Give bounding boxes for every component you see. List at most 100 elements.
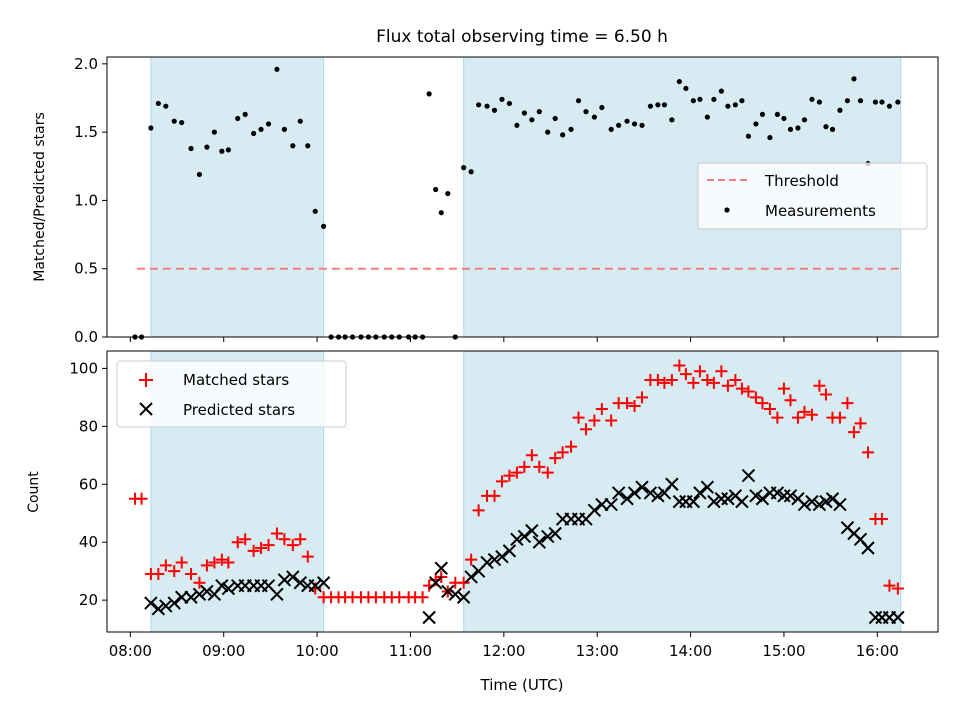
- data-point-predicted-stars: [441, 584, 455, 599]
- data-point-matched-stars: [784, 394, 797, 407]
- data-point-matched-stars: [556, 446, 569, 459]
- data-point-predicted-stars: [221, 581, 236, 596]
- data-point-measurements: [235, 115, 241, 122]
- data-point-matched-stars: [255, 541, 268, 554]
- data-point-matched-stars: [636, 391, 649, 404]
- data-point-matched-stars: [193, 576, 206, 589]
- data-point-matched-stars: [301, 550, 314, 563]
- data-point-predicted-stars: [144, 596, 158, 610]
- data-point-predicted-stars: [159, 599, 173, 613]
- data-point-matched-stars: [533, 460, 546, 473]
- data-point-matched-stars: [175, 556, 188, 569]
- data-point-measurements: [163, 103, 169, 109]
- x-tick-label: 10:00: [295, 642, 338, 660]
- data-point-predicted-stars: [480, 555, 494, 570]
- data-point-measurements: [774, 111, 781, 117]
- data-point-predicted-stars: [735, 494, 749, 509]
- data-point-measurements: [895, 99, 901, 105]
- data-point-matched-stars: [572, 411, 585, 424]
- y-tick-label: 0.0: [74, 328, 98, 346]
- data-point-predicted-stars: [502, 544, 517, 558]
- top-legend-box: [697, 162, 928, 230]
- data-point-matched-stars: [841, 397, 854, 410]
- data-point-predicted-stars: [548, 526, 562, 541]
- data-point-measurements: [545, 129, 551, 135]
- data-point-measurements: [484, 103, 490, 109]
- data-point-predicted-stars: [434, 561, 448, 575]
- data-point-measurements: [608, 126, 614, 132]
- data-point-predicted-stars: [308, 578, 322, 593]
- data-point-measurements: [781, 115, 787, 122]
- observing-window-1: [463, 350, 902, 633]
- data-point-predicted-stars: [700, 480, 715, 494]
- data-point-matched-stars: [215, 553, 228, 566]
- data-point-matched-stars: [286, 539, 299, 552]
- data-point-matched-stars: [270, 527, 283, 540]
- data-point-measurements: [536, 109, 542, 115]
- data-point-matched-stars: [588, 414, 601, 427]
- data-point-measurements: [767, 134, 773, 141]
- data-point-measurements: [445, 190, 451, 197]
- data-point-predicted-stars: [215, 578, 229, 593]
- data-point-predicted-stars: [184, 590, 198, 604]
- x-tick-label: 08:00: [109, 642, 152, 660]
- legend-matched-marker: [139, 373, 153, 387]
- data-point-matched-stars: [861, 446, 874, 459]
- data-point-measurements: [851, 76, 857, 82]
- data-point-matched-stars: [457, 576, 470, 589]
- data-point-predicted-stars: [448, 587, 462, 602]
- data-point-matched-stars: [819, 388, 832, 401]
- data-point-measurements: [837, 107, 843, 113]
- data-point-predicted-stars: [721, 492, 735, 506]
- data-point-measurements: [655, 102, 661, 108]
- data-point-predicted-stars: [587, 503, 602, 518]
- data-point-matched-stars: [805, 408, 818, 421]
- x-tick-label: 13:00: [576, 642, 619, 660]
- data-point-matched-stars: [628, 400, 641, 413]
- data-point-measurements: [250, 130, 257, 137]
- data-point-measurements: [148, 125, 154, 131]
- y-tick-label: 1.5: [74, 123, 98, 141]
- data-point-matched-stars: [847, 426, 860, 439]
- data-point-matched-stars: [673, 359, 686, 372]
- data-point-matched-stars: [715, 365, 728, 378]
- data-point-matched-stars: [707, 376, 720, 389]
- data-point-matched-stars: [278, 533, 291, 546]
- data-point-matched-stars: [605, 414, 618, 427]
- data-point-matched-stars: [791, 411, 804, 424]
- x-tick-label: 16:00: [856, 642, 899, 660]
- data-point-matched-stars: [503, 469, 516, 482]
- data-point-measurements: [823, 124, 829, 130]
- data-point-predicted-stars: [487, 552, 502, 567]
- data-point-measurements: [591, 114, 597, 120]
- data-point-predicted-stars: [604, 497, 618, 512]
- data-point-predicted-stars: [741, 468, 756, 483]
- data-point-predicted-stars: [611, 486, 626, 500]
- data-point-predicted-stars: [643, 486, 658, 500]
- data-point-predicted-stars: [316, 576, 331, 590]
- data-point-measurements: [886, 103, 893, 109]
- y-tick-label: 0.5: [74, 260, 98, 278]
- legend-threshold-label: Threshold: [764, 172, 839, 190]
- data-point-measurements: [265, 121, 272, 127]
- data-point-matched-stars: [472, 504, 485, 517]
- data-point-matched-stars: [721, 379, 734, 392]
- y-tick-label: 2.0: [74, 55, 98, 73]
- data-point-predicted-stars: [783, 489, 798, 503]
- data-point-measurements: [312, 208, 318, 214]
- data-point-measurements: [879, 99, 885, 105]
- data-point-measurements: [321, 223, 327, 229]
- data-point-matched-stars: [222, 556, 235, 569]
- data-point-measurements: [844, 98, 851, 104]
- data-point-predicted-stars: [797, 497, 812, 512]
- data-point-measurements: [583, 109, 589, 115]
- data-point-measurements: [725, 103, 731, 109]
- data-point-matched-stars: [756, 397, 769, 410]
- bottom-y-axis-label: Count: [26, 471, 42, 513]
- data-point-predicted-stars: [456, 590, 471, 604]
- data-point-matched-stars: [208, 556, 221, 569]
- data-point-matched-stars: [135, 492, 148, 505]
- data-point-predicted-stars: [861, 541, 875, 555]
- data-point-predicted-stars: [833, 497, 847, 512]
- data-point-measurements: [711, 96, 717, 102]
